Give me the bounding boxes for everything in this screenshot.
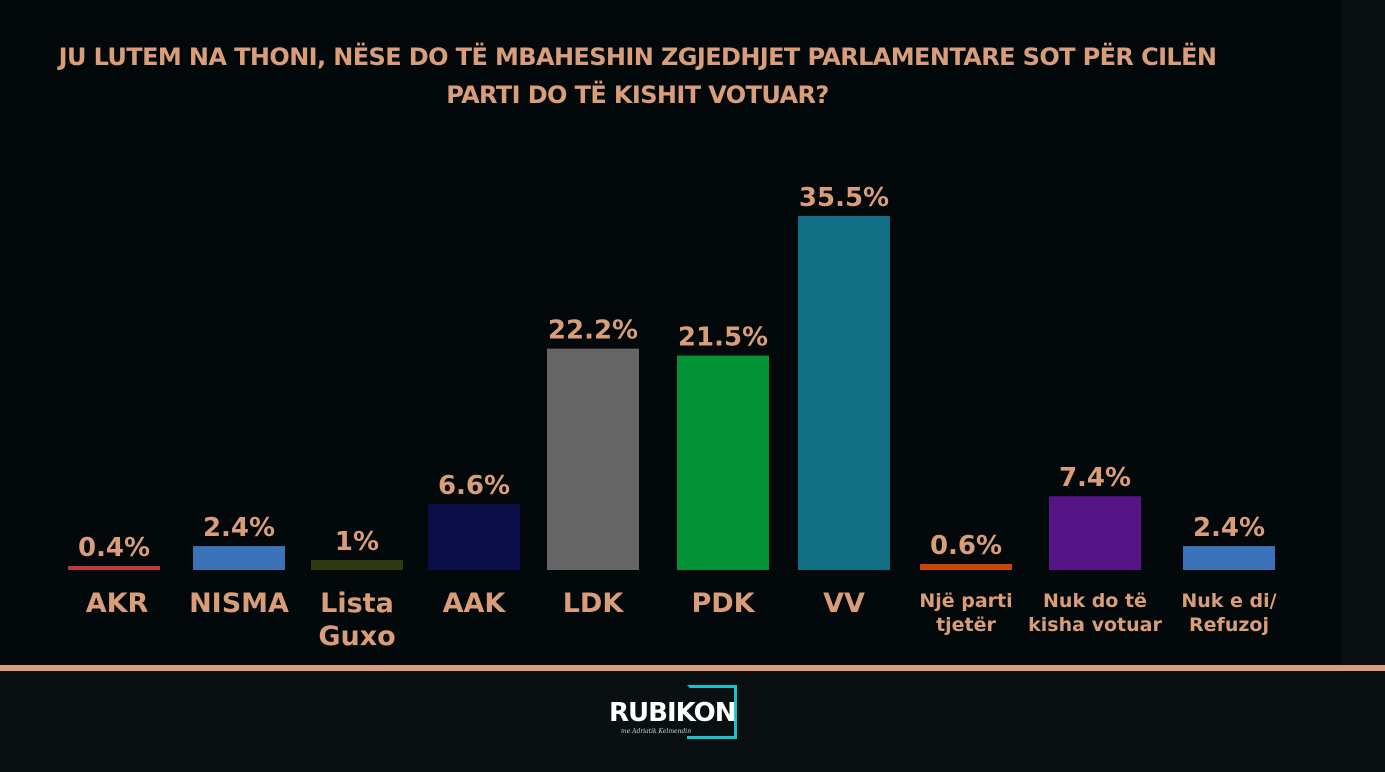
footer-divider bbox=[0, 665, 1385, 671]
data-label-9: 2.4% bbox=[1193, 513, 1265, 543]
tick-label-8-1: kisha votuar bbox=[1028, 614, 1162, 636]
chart-title: JU LUTEM NA THONI, NËSE DO TË MBAHESHIN … bbox=[58, 43, 1217, 109]
bar-5 bbox=[677, 355, 769, 570]
rubikon-logo: RUBIKON me Adriatik Kelmendin bbox=[607, 684, 741, 742]
tick-label-1-0: NISMA bbox=[189, 588, 289, 619]
logo-frame-bottom bbox=[687, 685, 737, 739]
tick-label-7-0: Një parti bbox=[919, 590, 1012, 612]
bar-4 bbox=[547, 348, 639, 570]
bar-1 bbox=[193, 546, 285, 570]
tick-label-0-0: AKR bbox=[86, 588, 149, 619]
tick-label-2-0: Lista bbox=[320, 588, 394, 619]
tick-label-9-0: Nuk e di/ bbox=[1181, 590, 1276, 612]
data-label-3: 6.6% bbox=[438, 471, 510, 501]
tick-label-3-0: AAK bbox=[443, 588, 507, 619]
bar-3 bbox=[428, 504, 520, 570]
logo-tagline: me Adriatik Kelmendin bbox=[621, 728, 692, 735]
tick-label-4-0: LDK bbox=[563, 588, 625, 619]
data-label-0: 0.4% bbox=[78, 533, 150, 563]
data-label-7: 0.6% bbox=[930, 531, 1002, 561]
data-label-4: 22.2% bbox=[548, 316, 638, 346]
tick-label-7-1: tjetër bbox=[936, 614, 996, 636]
tick-label-6-0: VV bbox=[823, 588, 865, 619]
logo-wordmark: RUBIKON bbox=[609, 698, 736, 728]
tick-label-8-0: Nuk do të bbox=[1043, 590, 1147, 612]
data-label-6: 35.5% bbox=[799, 183, 889, 213]
data-label-2: 1% bbox=[335, 527, 379, 557]
bar-8 bbox=[1049, 496, 1141, 570]
bar-7 bbox=[920, 564, 1012, 570]
data-label-8: 7.4% bbox=[1059, 463, 1131, 493]
bar-9 bbox=[1183, 546, 1275, 570]
logo-frame bbox=[687, 685, 737, 739]
bar-0 bbox=[68, 566, 160, 570]
tick-label-2-1: Guxo bbox=[318, 621, 395, 652]
data-label-5: 21.5% bbox=[678, 323, 768, 353]
tick-label-5-0: PDK bbox=[691, 588, 755, 619]
bar-2 bbox=[311, 560, 403, 570]
data-label-1: 2.4% bbox=[203, 513, 275, 543]
tick-label-9-1: Refuzoj bbox=[1189, 614, 1269, 636]
bar-6 bbox=[798, 216, 890, 570]
